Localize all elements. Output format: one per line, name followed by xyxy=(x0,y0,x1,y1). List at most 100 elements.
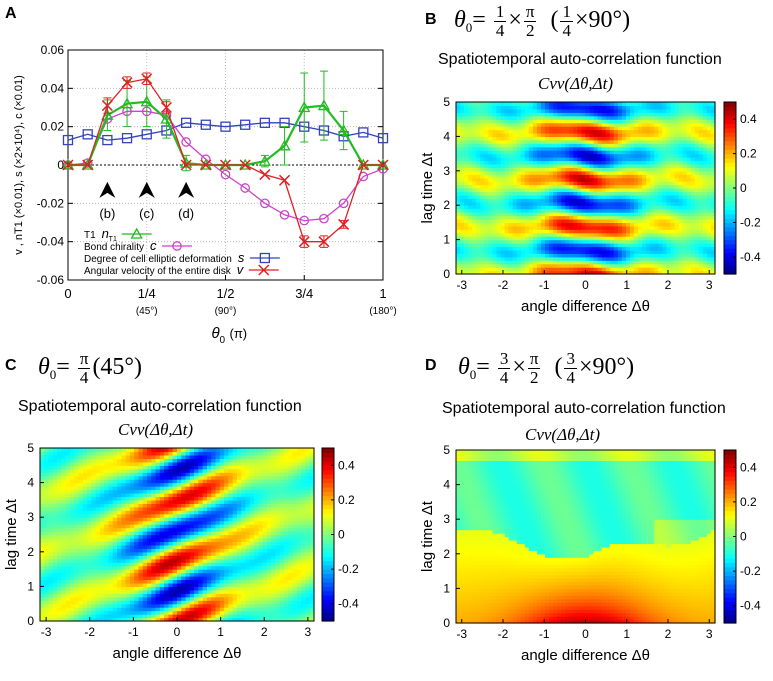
heatmap-cell xyxy=(61,586,67,591)
heatmap-cell xyxy=(630,119,635,124)
heatmap-cell xyxy=(456,115,461,120)
heatmap-cell xyxy=(48,534,54,539)
heatmap-cell xyxy=(585,170,591,175)
heatmap-cell xyxy=(702,157,708,162)
heatmap-cell xyxy=(625,136,631,141)
heatmap-cell xyxy=(532,181,538,186)
heatmap-cell xyxy=(585,177,591,182)
heatmap-cell xyxy=(87,475,92,480)
heatmap-cell xyxy=(573,239,579,244)
heatmap-cell xyxy=(573,129,579,134)
heatmap-cell xyxy=(99,454,105,459)
heatmap-cell xyxy=(492,188,498,193)
heatmap-cell xyxy=(674,163,680,168)
heatmap-cell xyxy=(702,163,708,168)
heatmap-cell xyxy=(480,246,485,251)
heatmap-cell xyxy=(690,191,696,196)
heatmap-cell xyxy=(520,132,526,137)
heatmap-cell xyxy=(134,558,140,563)
heatmap-cell xyxy=(159,448,165,453)
heatmap-cell xyxy=(108,520,114,525)
heatmap-cell xyxy=(99,593,105,598)
heatmap-cell xyxy=(524,181,530,186)
heatmap-cell xyxy=(99,506,105,511)
heatmap-cell xyxy=(155,461,161,466)
heatmap-cell xyxy=(48,607,54,612)
heatmap-cell xyxy=(593,174,599,179)
heatmap-cell xyxy=(164,565,170,570)
heatmap-cell xyxy=(706,146,712,151)
heatmap-cell xyxy=(142,510,148,515)
heatmap-cell xyxy=(472,132,477,137)
heatmap-cell xyxy=(545,146,550,151)
heatmap-cell xyxy=(634,184,639,189)
heatmap-cell xyxy=(492,270,498,275)
heatmap-cell xyxy=(613,163,619,168)
heatmap-cell xyxy=(456,136,461,141)
heatmap-cell xyxy=(540,239,546,244)
colorbar xyxy=(724,102,736,275)
heatmap-cell xyxy=(91,448,97,453)
heatmap-cell xyxy=(686,215,692,220)
heatmap-cell xyxy=(476,184,481,189)
heatmap-cell xyxy=(159,569,165,574)
heatmap-cell xyxy=(646,122,651,127)
heatmap-cell xyxy=(613,239,619,244)
heatmap-cell xyxy=(52,513,58,518)
heatmap-cell xyxy=(78,607,84,612)
heatmap-cell xyxy=(666,218,672,223)
heatmap-cell xyxy=(520,239,526,244)
heatmap-cell xyxy=(702,112,708,117)
heatmap-cell xyxy=(500,191,506,196)
heatmap-cell xyxy=(690,243,696,248)
heatmap-cell xyxy=(104,610,110,615)
heatmap-cell xyxy=(694,132,700,137)
heatmap-cell xyxy=(480,270,485,275)
heatmap-cell xyxy=(512,253,518,258)
heatmap-cell xyxy=(569,132,574,137)
heatmap-cell xyxy=(138,541,144,546)
heatmap-cell xyxy=(508,253,514,258)
heatmap-cell xyxy=(710,253,716,258)
heatmap-cell xyxy=(561,256,566,261)
heatmap-cell xyxy=(553,243,558,248)
heatmap-cell xyxy=(484,150,489,155)
heatmap-cell xyxy=(134,527,140,532)
heatmap-cell xyxy=(569,126,574,131)
heatmap-cell xyxy=(164,562,170,567)
heatmap-cell xyxy=(609,146,615,151)
heatmap-cell xyxy=(565,256,570,261)
heatmap-cell xyxy=(646,194,651,199)
heatmap-cell xyxy=(476,167,481,172)
heatmap-cell xyxy=(44,617,50,622)
heatmap-cell xyxy=(87,486,92,491)
heatmap-cell xyxy=(121,582,127,587)
heatmap-cell xyxy=(112,589,118,594)
heatmap-cell xyxy=(129,562,135,567)
heatmap-cell xyxy=(532,246,538,251)
heatmap-cell xyxy=(112,506,118,511)
heatmap-cell xyxy=(694,218,700,223)
heatmap-cell xyxy=(662,112,668,117)
heatmap-cell xyxy=(589,119,595,124)
heatmap-cell xyxy=(117,451,122,456)
heatmap-cell xyxy=(129,531,135,536)
heatmap-cell xyxy=(82,617,88,622)
x-tick-label: -2 xyxy=(498,278,509,292)
heatmap-cell xyxy=(61,527,67,532)
heatmap-cell xyxy=(74,610,80,615)
heatmap-cell xyxy=(52,541,58,546)
heatmap-cell xyxy=(593,263,599,268)
heatmap-cell xyxy=(472,225,477,230)
heatmap-cell xyxy=(605,243,611,248)
heatmap-cell xyxy=(698,194,704,199)
heatmap-cell xyxy=(142,479,148,484)
heatmap-cell xyxy=(702,208,708,213)
heatmap-cell xyxy=(524,153,530,158)
heatmap-cell xyxy=(508,194,514,199)
heatmap-cell xyxy=(666,163,672,168)
data-point xyxy=(130,227,143,239)
heatmap-cell xyxy=(597,239,603,244)
heatmap-cell xyxy=(480,267,485,272)
heatmap-cell xyxy=(605,263,611,268)
